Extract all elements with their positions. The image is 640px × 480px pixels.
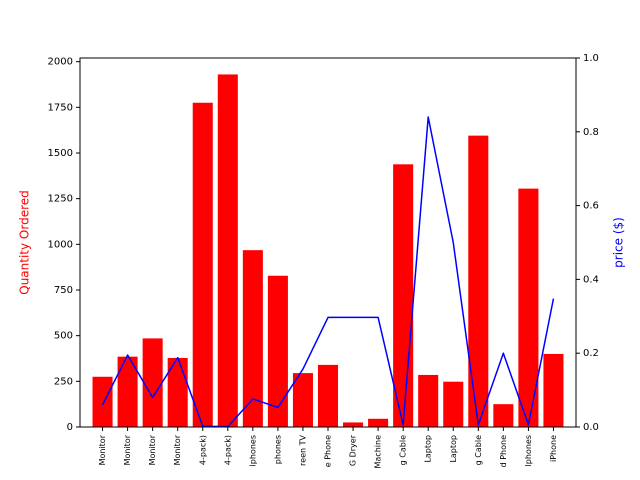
x-tick-label: G Dryer: [349, 434, 358, 466]
left-tick-label: 1000: [48, 239, 73, 250]
right-y-axis: 0.0 0.2 0.4 0.6 0.8 1.0: [576, 53, 599, 433]
x-tick-label: Monitor: [98, 434, 107, 465]
left-y-axis: 0 250 500 750 1000 1250 1500 1750 2000: [48, 57, 80, 433]
right-tick-label: 0.0: [583, 422, 599, 433]
x-tick-label: reen TV: [298, 434, 307, 465]
x-tick-label: lphones: [248, 435, 257, 466]
bar: [393, 164, 414, 427]
right-tick-label: 0.8: [583, 127, 599, 138]
x-tick-label: e Phone: [324, 435, 333, 467]
x-tick-label: iPhone: [549, 435, 558, 462]
left-tick-label: 1500: [48, 148, 73, 159]
x-tick-label: Machine: [374, 435, 383, 469]
x-tick-label: Monitor: [123, 434, 132, 465]
price-line-layer: [101, 116, 555, 428]
x-tick-label: g Cable: [399, 435, 408, 465]
left-tick-label: 2000: [48, 57, 73, 68]
x-tick-label: d Phone: [499, 435, 508, 467]
x-tick-label: Laptop: [424, 435, 433, 463]
left-tick-label: 500: [54, 331, 73, 342]
bars-layer: [92, 74, 564, 428]
bar: [267, 275, 288, 427]
x-tick-label: Monitor: [173, 434, 182, 465]
x-tick-label: phones: [273, 435, 282, 464]
bar: [92, 376, 113, 427]
left-tick-label: 750: [54, 285, 73, 296]
x-tick-label: Laptop: [449, 435, 458, 463]
bar: [292, 373, 313, 427]
bar: [518, 188, 539, 427]
x-axis: Monitor Monitor Monitor Monitor 4-pack) 4-pac…: [98, 427, 558, 469]
bar: [368, 418, 389, 427]
x-tick-label: Monitor: [148, 434, 157, 465]
bar: [493, 404, 514, 427]
left-tick-label: 0: [67, 422, 73, 433]
bar: [468, 135, 489, 427]
x-tick-label: 4-pack): [223, 435, 232, 465]
bar: [192, 102, 213, 428]
left-tick-label: 1250: [48, 194, 73, 205]
bar: [317, 364, 339, 427]
bar: [167, 357, 188, 427]
price-line: [101, 116, 555, 428]
bar: [242, 250, 263, 427]
bar: [443, 381, 464, 427]
left-tick-label: 1750: [48, 102, 73, 113]
right-tick-label: 0.4: [583, 274, 599, 285]
x-tick-label: lphones: [524, 435, 533, 466]
bar: [217, 74, 238, 427]
right-axis-label: price ($): [612, 217, 626, 268]
bar: [418, 374, 439, 427]
bar: [142, 338, 163, 427]
left-tick-label: 250: [54, 376, 73, 387]
bar: [117, 356, 138, 427]
right-tick-label: 0.6: [583, 201, 599, 212]
right-tick-label: 1.0: [583, 53, 599, 64]
bar: [343, 422, 364, 427]
bar: [543, 353, 564, 427]
right-tick-label: 0.2: [583, 348, 599, 359]
x-tick-label: g Cable: [474, 435, 483, 465]
x-tick-label: 4-pack): [198, 435, 207, 465]
left-axis-label: Quantity Ordered: [18, 190, 32, 295]
